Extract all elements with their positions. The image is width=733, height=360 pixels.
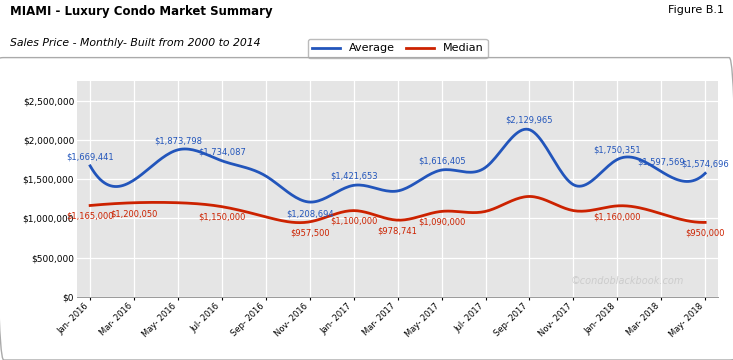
Text: $1,100,000: $1,100,000 [330,217,377,226]
Text: $1,208,694: $1,208,694 [286,209,334,218]
Text: Sales Price - Monthly- Built from 2000 to 2014: Sales Price - Monthly- Built from 2000 t… [10,38,260,48]
Text: $1,616,405: $1,616,405 [418,156,465,165]
Text: $1,200,050: $1,200,050 [111,209,158,218]
Text: $978,741: $978,741 [377,226,418,235]
Text: $1,750,351: $1,750,351 [594,146,641,155]
Text: $1,160,000: $1,160,000 [594,212,641,221]
Text: $2,129,965: $2,129,965 [506,116,553,125]
Text: $1,574,696: $1,574,696 [681,159,729,168]
Text: Figure B.1: Figure B.1 [668,5,724,15]
Text: $1,873,798: $1,873,798 [154,136,202,145]
Text: $1,734,087: $1,734,087 [198,147,246,156]
Text: $1,150,000: $1,150,000 [198,213,246,222]
Text: $1,597,569: $1,597,569 [638,158,685,167]
Text: $1,669,441: $1,669,441 [66,152,114,161]
Legend: Average, Median: Average, Median [308,39,487,58]
Text: MIAMI - Luxury Condo Market Summary: MIAMI - Luxury Condo Market Summary [10,5,272,18]
Text: $1,165,000: $1,165,000 [67,212,114,221]
Text: ©condoblackbook.com: ©condoblackbook.com [571,276,684,286]
Text: $1,421,653: $1,421,653 [330,172,377,181]
Text: $957,500: $957,500 [290,228,330,237]
Text: $950,000: $950,000 [685,229,725,238]
Text: $1,090,000: $1,090,000 [418,218,465,227]
